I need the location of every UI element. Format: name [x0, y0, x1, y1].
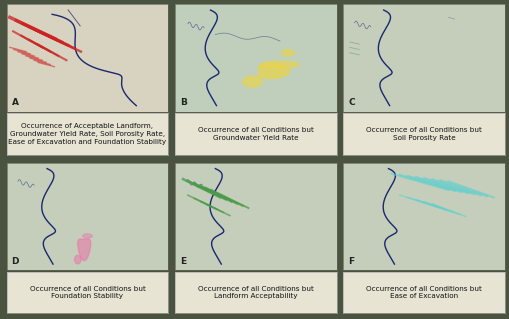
Polygon shape — [258, 63, 289, 78]
Polygon shape — [281, 49, 294, 56]
Polygon shape — [260, 61, 299, 68]
Text: C: C — [348, 99, 354, 108]
Text: F: F — [348, 257, 354, 266]
Text: Occurrence of all Conditions but
Landform Acceptability: Occurrence of all Conditions but Landfor… — [197, 286, 313, 299]
Text: Occurrence of Acceptable Landform,
Groundwater Yield Rate, Soil Porosity Rate,
E: Occurrence of Acceptable Landform, Groun… — [8, 123, 166, 145]
Text: B: B — [180, 99, 186, 108]
Text: D: D — [12, 257, 19, 266]
Text: Occurrence of all Conditions but
Soil Porosity Rate: Occurrence of all Conditions but Soil Po… — [365, 127, 481, 141]
Text: Occurrence of all Conditions but
Foundation Stability: Occurrence of all Conditions but Foundat… — [30, 286, 145, 299]
Text: A: A — [12, 99, 18, 108]
Polygon shape — [74, 255, 81, 264]
Polygon shape — [77, 239, 91, 261]
Text: Occurrence of all Conditions but
Ease of Excavation: Occurrence of all Conditions but Ease of… — [365, 286, 481, 299]
Polygon shape — [242, 76, 262, 87]
Text: E: E — [180, 257, 186, 266]
Polygon shape — [82, 234, 92, 238]
Text: Occurrence of all Conditions but
Groundwater Yield Rate: Occurrence of all Conditions but Groundw… — [197, 127, 313, 141]
